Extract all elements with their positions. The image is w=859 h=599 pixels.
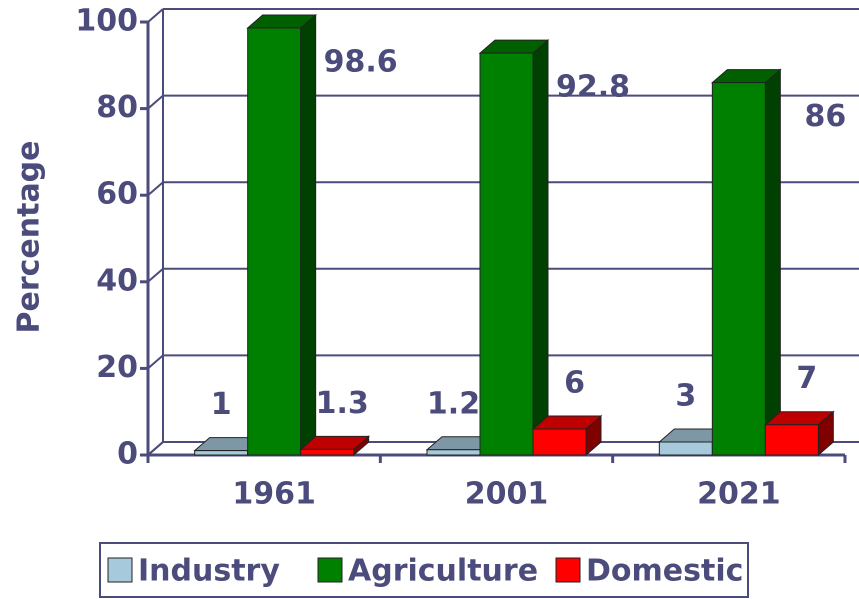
x-tick-label: 2021 <box>697 477 781 512</box>
value-label: 1.3 <box>316 386 369 421</box>
bar <box>710 68 782 457</box>
bar <box>246 13 318 457</box>
bar <box>299 435 371 457</box>
y-axis-title: Percentage <box>12 140 47 333</box>
y-tick-label: 80 <box>96 90 138 125</box>
value-label: 92.8 <box>556 70 630 105</box>
x-tick-label: 2001 <box>465 477 549 512</box>
legend-box <box>99 542 749 598</box>
bar-face <box>711 82 766 456</box>
bar <box>478 39 550 457</box>
bar <box>763 410 835 457</box>
bar-face <box>194 450 249 456</box>
bar-face <box>300 13 317 457</box>
y-tick-label: 100 <box>75 4 138 39</box>
grid-line <box>147 441 164 456</box>
grid-line <box>147 354 164 370</box>
x-tick-label: 1961 <box>232 477 316 512</box>
y-tick-label: 0 <box>117 437 138 472</box>
y-tick-label: 60 <box>96 177 138 212</box>
legend-swatch <box>555 557 581 583</box>
grid-line <box>147 268 164 283</box>
value-label: 3 <box>675 379 696 414</box>
y-tick-label: 40 <box>96 263 138 298</box>
legend-swatch <box>317 557 343 583</box>
legend-label: Domestic <box>586 554 743 589</box>
bar-face <box>764 68 781 457</box>
bar-face <box>532 39 549 457</box>
value-label: 7 <box>796 361 817 396</box>
bar-face <box>300 448 355 456</box>
value-label: 98.6 <box>324 45 398 80</box>
value-label: 1 <box>211 387 232 422</box>
grid-line <box>147 94 164 110</box>
bar-face <box>764 424 819 456</box>
bar-face <box>532 428 587 456</box>
bar-face <box>426 449 481 456</box>
legend-label: Industry <box>138 554 280 589</box>
y-tick-label: 20 <box>96 350 138 385</box>
bar-face <box>247 27 302 456</box>
bar <box>531 414 603 457</box>
value-label: 6 <box>564 366 585 401</box>
bar-face <box>479 52 534 456</box>
legend-swatch <box>107 557 133 583</box>
value-label: 1.2 <box>427 386 480 421</box>
legend-label: Agriculture <box>348 554 538 589</box>
grid-line <box>147 8 164 23</box>
value-label: 86 <box>804 99 846 134</box>
grid-line <box>147 181 164 196</box>
bar-face <box>658 441 713 456</box>
